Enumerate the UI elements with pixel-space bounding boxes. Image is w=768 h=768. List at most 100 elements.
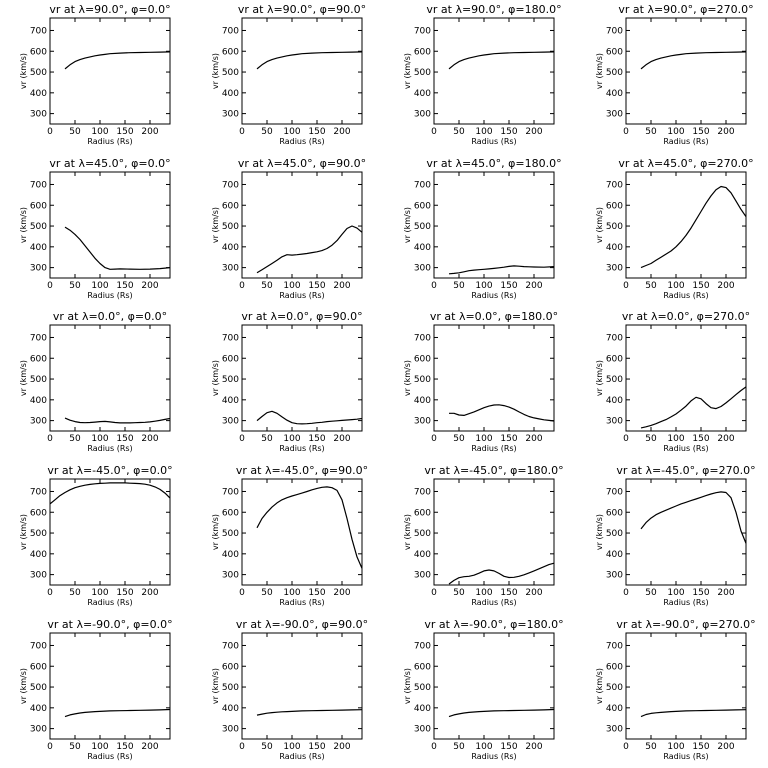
x-tick-label: 200 <box>525 742 542 752</box>
subplot: vr at λ=45.0°, φ=270.0° 0 50 100 150 200 300 40… <box>595 157 754 300</box>
subplot-title: vr at λ=-90.0°, φ=0.0° <box>47 618 172 631</box>
y-axis-label: vr (km/s) <box>403 53 412 89</box>
x-tick-label: 0 <box>623 742 629 752</box>
x-tick-label: 150 <box>116 434 133 444</box>
x-tick-label: 200 <box>717 588 734 598</box>
x-tick-label: 150 <box>116 127 133 137</box>
x-tick-label: 50 <box>453 434 465 444</box>
x-tick-label: 0 <box>239 742 245 752</box>
x-tick-label: 50 <box>261 281 273 291</box>
x-axis-label: Radius (Rs) <box>87 444 132 453</box>
subplot: vr at λ=-90.0°, φ=90.0° 0 50 100 150 200 300 40… <box>211 618 368 761</box>
subplot: vr at λ=-45.0°, φ=270.0° 0 50 100 150 200 300 4… <box>595 464 756 607</box>
y-tick-label: 600 <box>606 354 623 364</box>
y-tick-label: 300 <box>222 417 239 427</box>
x-tick-label: 100 <box>91 588 108 598</box>
x-tick-label: 150 <box>500 742 517 752</box>
plot-frame <box>625 478 747 586</box>
y-tick-label: 500 <box>222 375 239 385</box>
y-tick-label: 700 <box>30 333 47 343</box>
y-tick-label: 700 <box>414 333 431 343</box>
x-tick-label: 150 <box>116 281 133 291</box>
x-tick-label: 0 <box>239 588 245 598</box>
x-tick-label: 150 <box>500 588 517 598</box>
y-tick-label: 400 <box>222 704 239 714</box>
y-tick-label: 700 <box>414 180 431 190</box>
x-tick-label: 50 <box>645 127 657 137</box>
y-tick-label: 600 <box>30 201 47 211</box>
x-tick-label: 0 <box>431 127 437 137</box>
subplot-title: vr at λ=45.0°, φ=270.0° <box>618 157 753 170</box>
series-line <box>256 225 363 274</box>
plot-frame <box>433 171 555 279</box>
x-tick-label: 200 <box>141 742 158 752</box>
x-axis-label: Radius (Rs) <box>663 752 708 761</box>
y-tick-label: 400 <box>414 550 431 560</box>
y-tick-label: 400 <box>30 243 47 253</box>
y-tick-label: 700 <box>30 487 47 497</box>
x-tick-label: 200 <box>141 434 158 444</box>
y-tick-label: 600 <box>414 47 431 57</box>
x-tick-label: 100 <box>283 588 300 598</box>
y-tick-label: 700 <box>606 26 623 36</box>
y-tick-label: 300 <box>414 571 431 581</box>
subplot-title: vr at λ=-45.0°, φ=270.0° <box>616 464 755 477</box>
series-line <box>64 417 171 424</box>
subplot-title: vr at λ=-90.0°, φ=180.0° <box>424 618 563 631</box>
series-line <box>449 404 555 422</box>
subplot: vr at λ=-45.0°, φ=180.0° 0 50 100 150 200 300 4… <box>403 464 564 607</box>
series-line <box>256 709 363 716</box>
y-tick-label: 500 <box>414 222 431 232</box>
x-axis-label: Radius (Rs) <box>279 291 324 300</box>
x-tick-label: 200 <box>525 588 542 598</box>
y-tick-label: 700 <box>30 180 47 190</box>
x-tick-label: 200 <box>333 742 350 752</box>
x-tick-label: 100 <box>283 742 300 752</box>
series-line <box>256 51 363 70</box>
x-tick-label: 100 <box>91 127 108 137</box>
y-tick-label: 700 <box>414 26 431 36</box>
y-tick-label: 500 <box>606 375 623 385</box>
x-tick-label: 200 <box>141 588 158 598</box>
y-tick-label: 300 <box>414 264 431 274</box>
y-axis-label: vr (km/s) <box>403 360 412 396</box>
y-tick-label: 300 <box>414 110 431 120</box>
y-tick-label: 700 <box>222 641 239 651</box>
y-axis-label: vr (km/s) <box>19 53 28 89</box>
y-tick-label: 600 <box>606 201 623 211</box>
subplot-title: vr at λ=-90.0°, φ=270.0° <box>616 618 755 631</box>
x-axis-label: Radius (Rs) <box>87 137 132 146</box>
y-tick-label: 400 <box>606 550 623 560</box>
x-tick-label: 200 <box>525 281 542 291</box>
y-tick-label: 500 <box>30 683 47 693</box>
x-tick-label: 200 <box>525 127 542 137</box>
subplot: vr at λ=0.0°, φ=270.0° 0 50 100 150 200 300 400… <box>595 310 750 453</box>
x-axis-label: Radius (Rs) <box>471 291 516 300</box>
series-line <box>640 51 747 70</box>
x-tick-label: 0 <box>47 742 53 752</box>
y-tick-label: 400 <box>606 704 623 714</box>
subplot: vr at λ=45.0°, φ=90.0° 0 50 100 150 200 300 400… <box>211 157 366 300</box>
y-tick-label: 700 <box>606 333 623 343</box>
y-tick-label: 500 <box>30 529 47 539</box>
x-tick-label: 50 <box>69 588 81 598</box>
x-tick-label: 100 <box>667 434 684 444</box>
y-tick-label: 600 <box>30 508 47 518</box>
y-tick-label: 600 <box>30 354 47 364</box>
y-axis-label: vr (km/s) <box>595 514 604 550</box>
x-tick-label: 150 <box>116 588 133 598</box>
x-tick-label: 50 <box>69 742 81 752</box>
plot-frame <box>625 632 747 740</box>
plot-frame <box>625 324 747 432</box>
subplot: vr at λ=90.0°, φ=180.0° 0 50 100 150 200 300 40… <box>403 3 562 146</box>
x-tick-label: 150 <box>692 742 709 752</box>
y-tick-label: 400 <box>222 243 239 253</box>
x-tick-label: 150 <box>692 588 709 598</box>
x-tick-label: 200 <box>717 434 734 444</box>
x-tick-label: 200 <box>141 127 158 137</box>
subplot: vr at λ=45.0°, φ=0.0° 0 50 100 150 200 300 400 5… <box>19 157 171 300</box>
x-tick-label: 150 <box>692 434 709 444</box>
subplot-title: vr at λ=45.0°, φ=180.0° <box>426 157 561 170</box>
subplot: vr at λ=-90.0°, φ=0.0° 0 50 100 150 200 300 400… <box>19 618 173 761</box>
